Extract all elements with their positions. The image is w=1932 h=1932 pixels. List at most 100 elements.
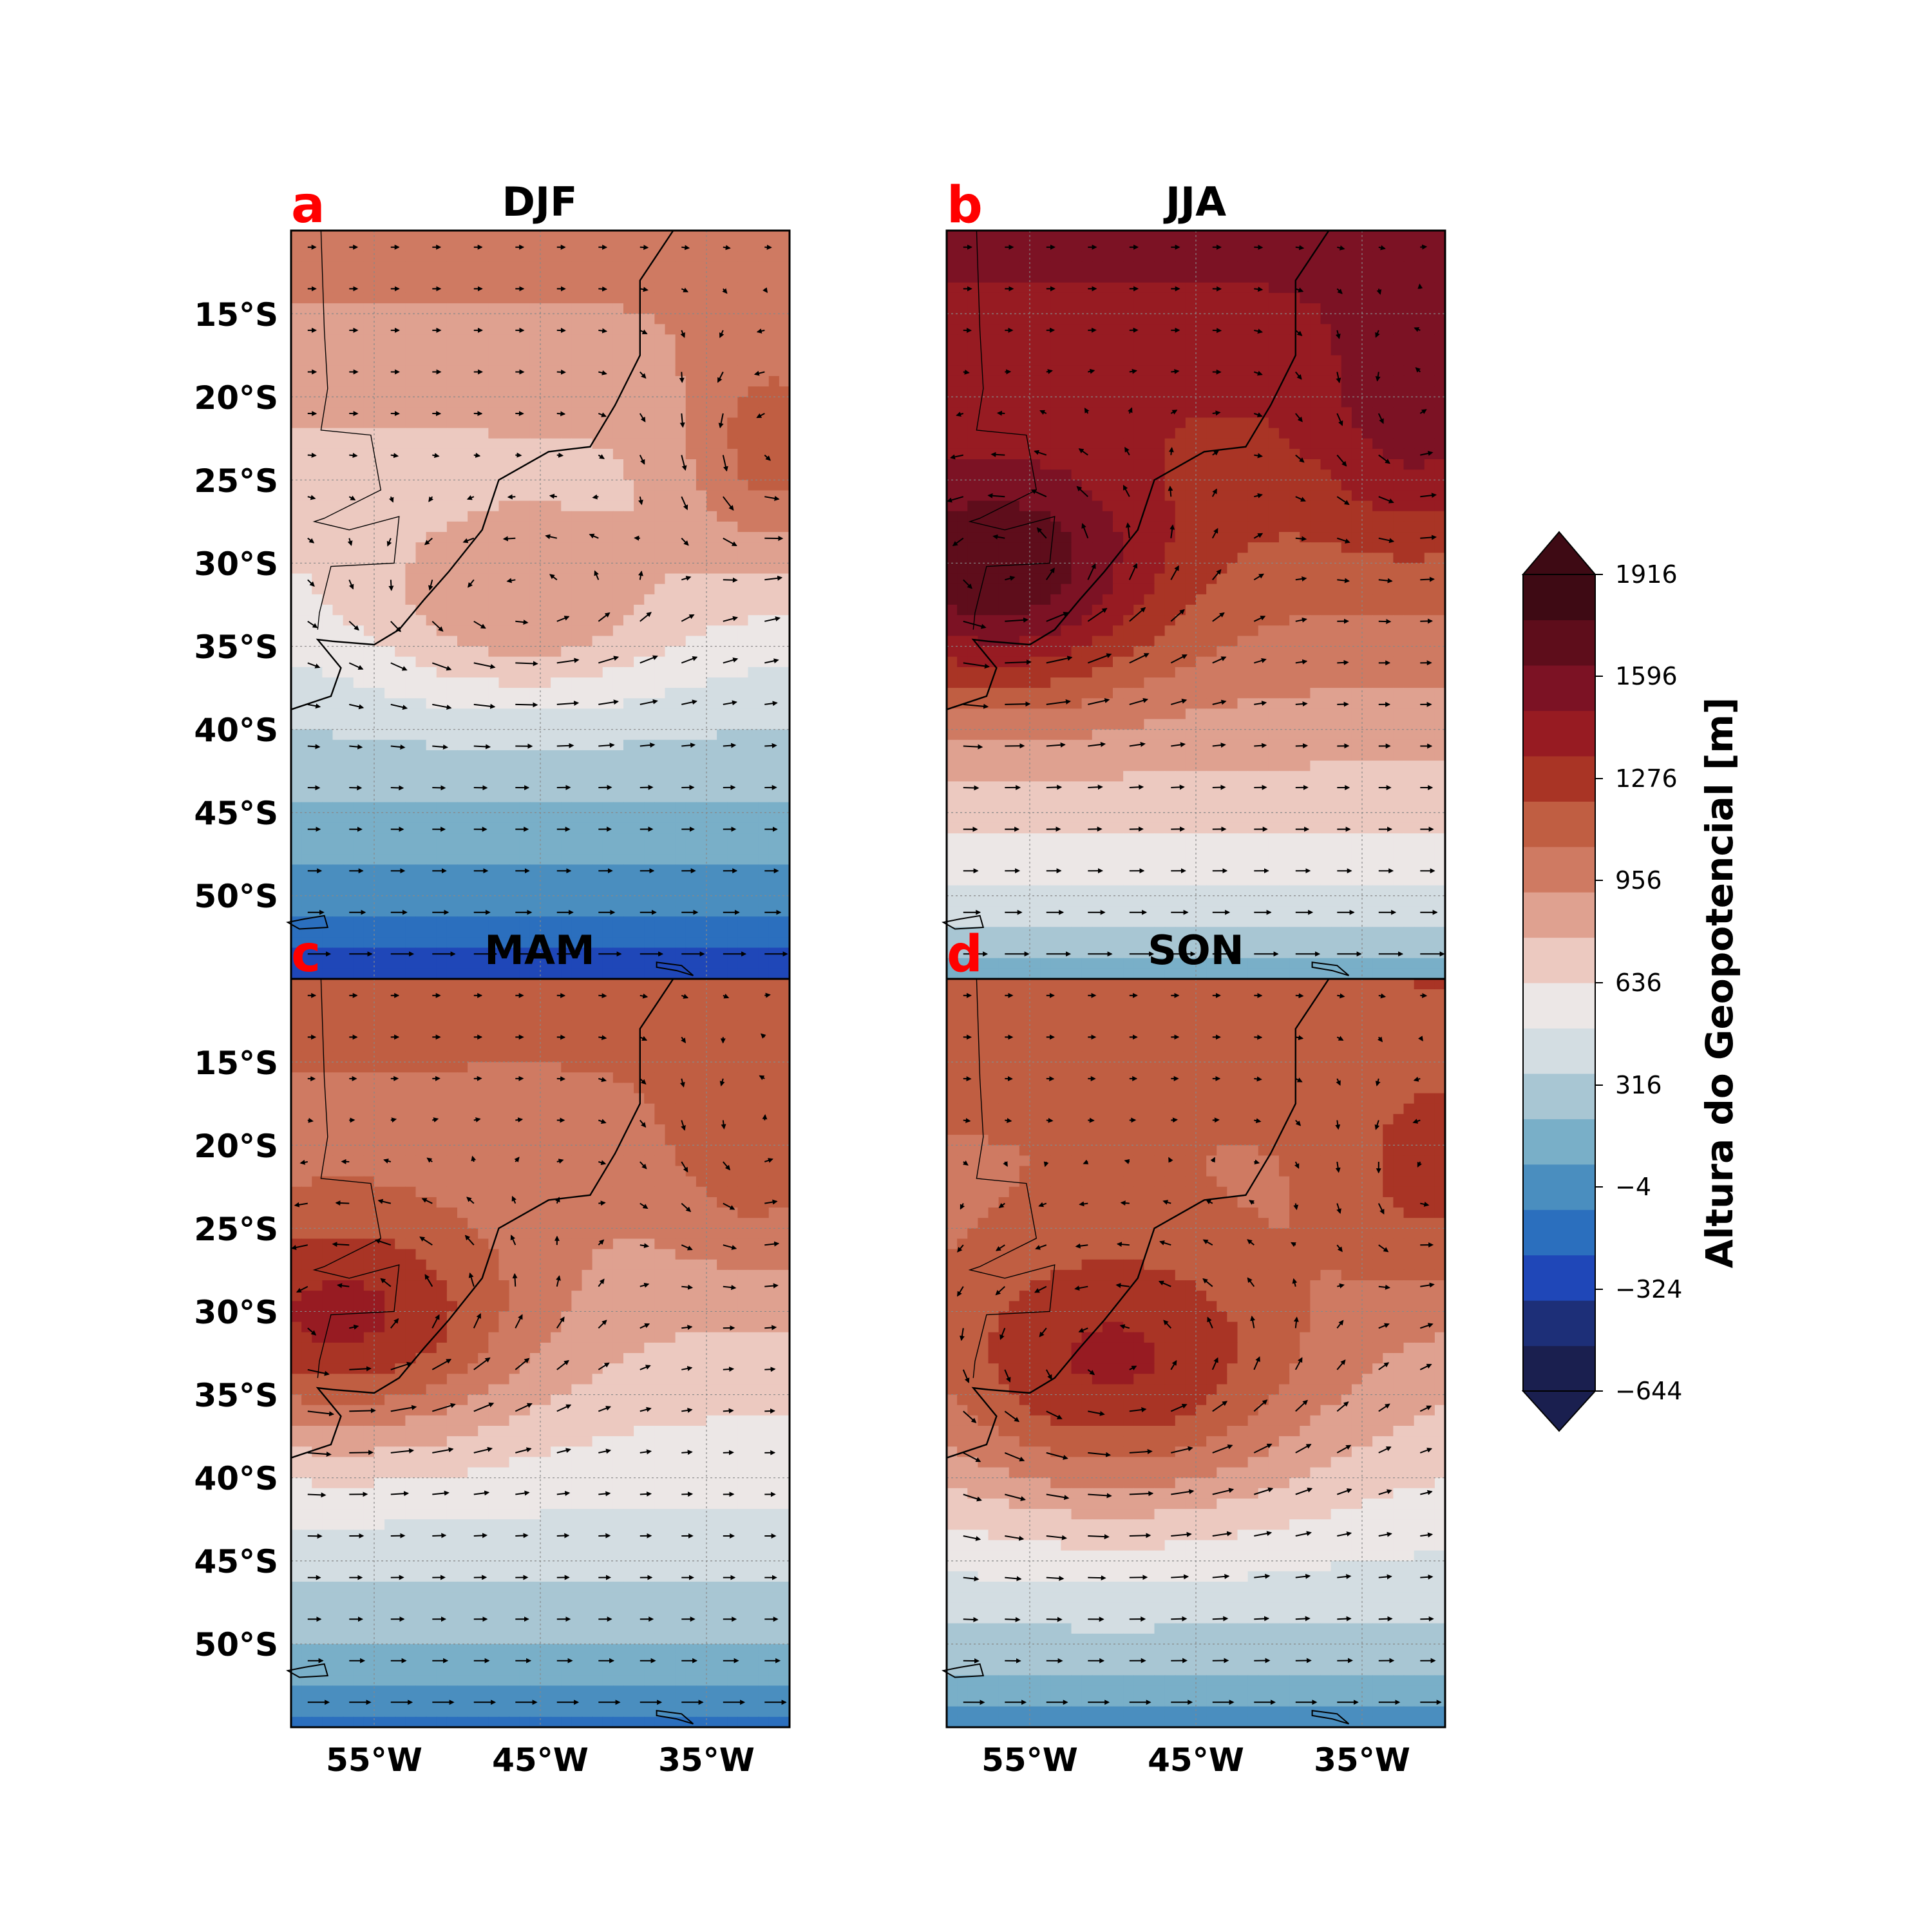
field-cell xyxy=(644,886,655,896)
field-cell xyxy=(1196,366,1207,377)
field-cell xyxy=(499,324,510,335)
field-cell xyxy=(1186,231,1197,242)
field-cell xyxy=(499,511,510,522)
field-cell xyxy=(301,334,312,345)
field-cell xyxy=(634,647,645,658)
field-cell xyxy=(540,293,551,304)
field-cell xyxy=(603,958,614,969)
field-cell xyxy=(717,563,728,574)
field-cell xyxy=(457,813,468,824)
field-cell xyxy=(322,740,333,751)
field-cell xyxy=(468,969,478,980)
field-cell xyxy=(364,272,375,283)
field-cell xyxy=(457,916,468,927)
field-cell xyxy=(665,303,676,314)
field-cell xyxy=(520,469,531,480)
field-cell xyxy=(1206,345,1217,356)
field-cell xyxy=(468,594,478,605)
field-cell xyxy=(634,937,645,948)
field-cell xyxy=(1144,428,1155,439)
field-cell xyxy=(457,511,468,522)
field-cell xyxy=(592,864,603,875)
field-cell xyxy=(520,875,531,886)
field-cell xyxy=(1155,407,1166,418)
field-cell xyxy=(1425,376,1435,387)
field-cell xyxy=(333,386,344,397)
field-cell xyxy=(1404,459,1415,470)
field-cell xyxy=(1217,231,1227,242)
field-cell xyxy=(1113,241,1124,252)
field-cell xyxy=(1061,303,1072,314)
field-cell xyxy=(333,261,344,272)
field-cell xyxy=(509,896,520,907)
field-cell xyxy=(706,864,717,875)
field-cell xyxy=(374,625,385,636)
field-cell xyxy=(582,636,593,647)
field-cell xyxy=(416,605,427,616)
field-cell xyxy=(654,480,665,491)
field-cell xyxy=(1103,314,1113,325)
field-cell xyxy=(1040,303,1051,314)
field-cell xyxy=(561,366,572,377)
field-cell xyxy=(1040,428,1051,439)
field-cell xyxy=(1393,501,1404,512)
field-cell xyxy=(1082,293,1093,304)
field-cell xyxy=(488,293,499,304)
field-cell xyxy=(727,584,738,595)
field-cell xyxy=(291,833,302,844)
field-cell xyxy=(1414,303,1425,314)
field-cell xyxy=(1404,345,1415,356)
field-cell xyxy=(967,355,978,366)
field-cell xyxy=(1155,490,1166,501)
field-cell xyxy=(1300,324,1311,335)
field-cell xyxy=(1123,283,1134,294)
field-cell xyxy=(447,366,458,377)
field-cell xyxy=(634,813,645,824)
field-cell xyxy=(989,355,999,366)
field-cell xyxy=(706,490,717,501)
field-cell xyxy=(989,376,999,387)
field-cell xyxy=(540,771,551,782)
field-cell xyxy=(1404,334,1415,345)
field-cell xyxy=(405,813,416,824)
field-cell xyxy=(1175,490,1186,501)
field-cell xyxy=(530,469,541,480)
field-cell xyxy=(779,563,790,574)
field-cell xyxy=(540,501,551,512)
field-cell xyxy=(696,792,707,803)
field-cell xyxy=(468,886,478,896)
field-cell xyxy=(978,345,989,356)
field-cell xyxy=(603,563,614,574)
field-cell xyxy=(1030,428,1041,439)
field-cell xyxy=(437,324,448,335)
field-cell xyxy=(1300,469,1311,480)
field-cell xyxy=(468,501,478,512)
field-cell xyxy=(364,553,375,564)
field-cell xyxy=(1341,490,1352,501)
field-cell xyxy=(1061,397,1072,408)
field-cell xyxy=(1175,418,1186,429)
field-cell xyxy=(686,948,697,959)
field-cell xyxy=(582,916,593,927)
field-cell xyxy=(623,490,634,501)
field-cell xyxy=(478,231,489,242)
field-cell xyxy=(1072,366,1083,377)
field-cell xyxy=(384,781,395,792)
field-cell xyxy=(405,937,416,948)
field-cell xyxy=(499,459,510,470)
field-cell xyxy=(665,906,676,917)
field-cell xyxy=(374,283,385,294)
field-cell xyxy=(301,886,312,896)
field-cell xyxy=(1144,376,1155,387)
field-cell xyxy=(509,605,520,616)
field-cell xyxy=(561,594,572,605)
field-cell xyxy=(654,854,665,865)
field-cell xyxy=(676,283,687,294)
field-cell xyxy=(686,636,697,647)
field-cell xyxy=(488,730,499,741)
field-cell xyxy=(405,251,416,262)
field-cell xyxy=(582,231,593,242)
field-cell xyxy=(416,813,427,824)
field-cell xyxy=(291,293,302,304)
field-cell xyxy=(717,958,728,969)
